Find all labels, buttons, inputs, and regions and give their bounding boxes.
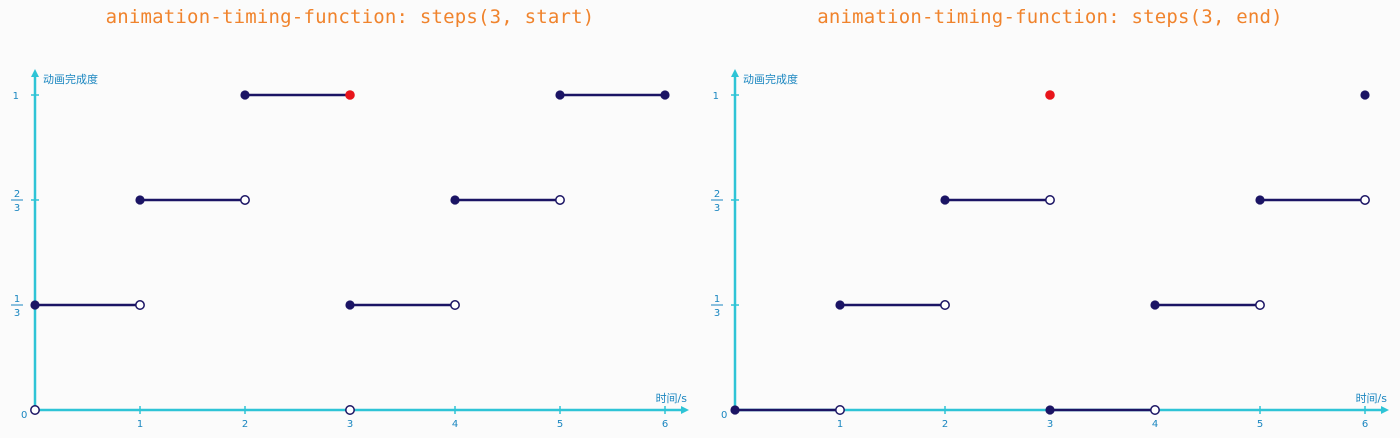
- x-axis-label: 时间/s: [656, 392, 688, 405]
- y-tick-denominator: 3: [14, 203, 20, 214]
- x-tick-label: 4: [1152, 419, 1158, 430]
- y-tick-label: 1: [713, 91, 719, 102]
- chart-panel-steps-end: animation-timing-function: steps(3, end)…: [700, 0, 1400, 438]
- step-chart-start: 时间/s 动画完成度 0 1 2 3 4 5 6 1 3 2 3 1: [11, 69, 689, 430]
- x-tick-label: 5: [1257, 419, 1263, 430]
- x-axis-label: 时间/s: [1356, 392, 1388, 405]
- filled-point: [835, 300, 845, 310]
- chart-title: animation-timing-function: steps(3, end): [817, 6, 1283, 28]
- x-tick-label: 2: [242, 419, 248, 430]
- open-point: [30, 405, 40, 415]
- filled-point: [345, 300, 355, 310]
- open-point: [1150, 405, 1160, 415]
- filled-point: [660, 90, 670, 100]
- chart-panel-steps-start: animation-timing-function: steps(3, star…: [11, 6, 689, 430]
- open-point: [345, 405, 355, 415]
- y-tick-numerator: 2: [14, 189, 20, 200]
- y-axis-label: 动画完成度: [743, 72, 798, 86]
- y-tick-numerator: 1: [714, 294, 720, 305]
- filled-point: [1255, 195, 1265, 205]
- y-tick-denominator: 3: [14, 308, 20, 319]
- y-tick-label: 1: [13, 91, 19, 102]
- filled-point: [555, 90, 565, 100]
- filled-point: [1150, 300, 1160, 310]
- open-point: [940, 300, 950, 310]
- open-point: [1360, 195, 1370, 205]
- filled-point: [1360, 90, 1370, 100]
- origin-label: 0: [21, 410, 27, 421]
- y-tick-denominator: 3: [714, 203, 720, 214]
- x-tick-label: 1: [137, 419, 143, 430]
- y-tick-numerator: 2: [714, 189, 720, 200]
- x-tick-label: 1: [837, 419, 843, 430]
- x-tick-label: 3: [1047, 419, 1053, 430]
- open-point: [555, 195, 565, 205]
- open-point: [1045, 195, 1055, 205]
- y-axis-arrow: [731, 69, 739, 77]
- x-tick-label: 5: [557, 419, 563, 430]
- x-tick-label: 4: [452, 419, 458, 430]
- filled-point: [940, 195, 950, 205]
- chart-title: animation-timing-function: steps(3, star…: [105, 6, 595, 28]
- highlight-point: [345, 90, 355, 100]
- x-axis-arrow: [681, 406, 689, 414]
- y-axis-arrow: [31, 69, 39, 77]
- filled-point: [135, 195, 145, 205]
- open-point: [835, 405, 845, 415]
- filled-point: [730, 405, 740, 415]
- origin-label: 0: [721, 410, 727, 421]
- x-tick-label: 6: [1362, 419, 1368, 430]
- y-axis-label: 动画完成度: [43, 72, 98, 86]
- filled-point: [450, 195, 460, 205]
- filled-point: [1045, 405, 1055, 415]
- filled-point: [240, 90, 250, 100]
- open-point: [240, 195, 250, 205]
- open-point: [1255, 300, 1265, 310]
- x-tick-label: 2: [942, 419, 948, 430]
- open-point: [450, 300, 460, 310]
- filled-point: [30, 300, 40, 310]
- open-point: [135, 300, 145, 310]
- x-tick-label: 3: [347, 419, 353, 430]
- x-tick-label: 6: [662, 419, 668, 430]
- y-tick-denominator: 3: [714, 308, 720, 319]
- x-axis-arrow: [1381, 406, 1389, 414]
- step-chart-end: 时间/s 动画完成度 0 1 2 3 4 5 6 1 3 2 3 1: [711, 69, 1389, 430]
- highlight-point: [1045, 90, 1055, 100]
- y-tick-numerator: 1: [14, 294, 20, 305]
